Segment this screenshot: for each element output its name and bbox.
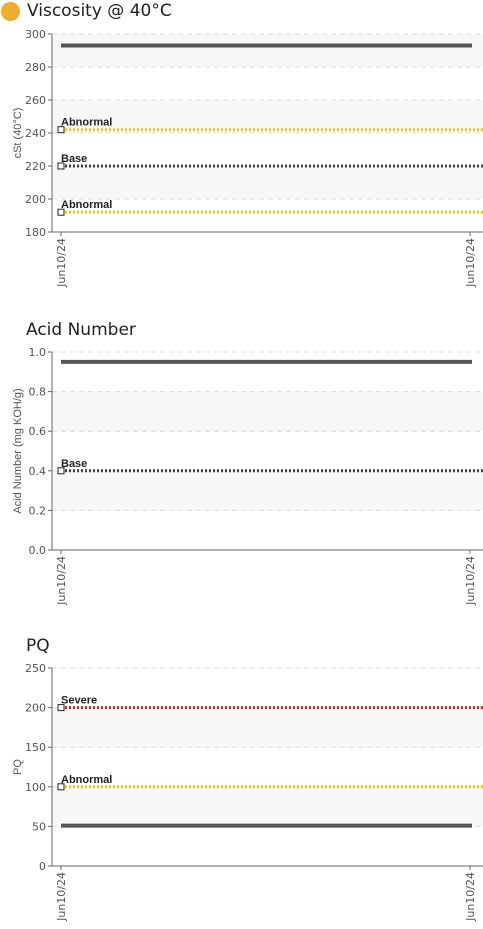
y-tick-label: 300 bbox=[25, 28, 46, 41]
chart-title: Acid Number bbox=[26, 320, 136, 340]
viscosity-chart: 180 200 220 240 260 280 300 cSt (40°C) Jun10/24 J… bbox=[12, 28, 483, 288]
x-tick-label: Jun10/24 bbox=[55, 238, 68, 288]
x-tick-label: Jun10/24 bbox=[464, 238, 477, 288]
x-tick-label: Jun10/24 bbox=[464, 872, 477, 922]
y-tick-label: 0.8 bbox=[29, 386, 47, 399]
reference-marker bbox=[57, 162, 65, 170]
reference-label: Abnormal bbox=[61, 774, 112, 786]
reference-label: Abnormal bbox=[61, 199, 112, 211]
reference-marker bbox=[57, 126, 65, 134]
reference-label: Abnormal bbox=[61, 117, 112, 129]
pq-panel: PQ bbox=[0, 634, 483, 929]
pq-chart: 0 50 100 150 200 250 PQ Jun10/24 Jun10/24 Severe A… bbox=[12, 662, 483, 922]
grid-band bbox=[52, 470, 483, 511]
x-tick-label: Jun10/24 bbox=[55, 872, 68, 922]
acid-number-chart: 0.0 0.2 0.4 0.6 0.8 1.0 Acid Number (mg KOH/g)… bbox=[12, 346, 483, 606]
reference-label: Severe bbox=[61, 695, 97, 707]
viscosity-panel: Viscosity @ 40°C bbox=[0, 0, 483, 300]
y-axis-label: cSt (40°C) bbox=[12, 108, 24, 159]
y-tick-label: 240 bbox=[25, 127, 46, 140]
y-tick-label: 180 bbox=[25, 226, 46, 239]
y-tick-label: 0 bbox=[39, 860, 46, 873]
reference-marker bbox=[57, 704, 65, 712]
grid-band bbox=[52, 34, 483, 67]
x-tick-label: Jun10/24 bbox=[55, 556, 68, 606]
y-tick-label: 1.0 bbox=[29, 346, 47, 359]
chart-title: Viscosity @ 40°C bbox=[27, 1, 172, 21]
grid-band bbox=[52, 391, 483, 432]
y-axis-label: Acid Number (mg KOH/g) bbox=[12, 388, 24, 513]
y-tick-label: 280 bbox=[25, 61, 46, 74]
y-tick-label: 220 bbox=[25, 160, 46, 173]
y-tick-label: 150 bbox=[25, 741, 46, 754]
grid-band bbox=[52, 100, 483, 133]
chart-title: PQ bbox=[26, 636, 50, 656]
series-dot-icon bbox=[1, 2, 20, 21]
reference-marker bbox=[57, 208, 65, 216]
y-tick-label: 250 bbox=[25, 662, 46, 675]
reference-label: Base bbox=[61, 458, 87, 470]
x-tick-label: Jun10/24 bbox=[464, 556, 477, 606]
y-tick-label: 0.2 bbox=[29, 504, 47, 517]
y-tick-label: 0.0 bbox=[29, 544, 47, 557]
y-tick-label: 100 bbox=[25, 781, 46, 794]
y-tick-label: 260 bbox=[25, 94, 46, 107]
y-tick-label: 0.6 bbox=[29, 425, 47, 438]
y-tick-label: 200 bbox=[25, 193, 46, 206]
y-tick-label: 200 bbox=[25, 702, 46, 715]
acid-number-panel: Acid Number bbox=[0, 318, 483, 618]
y-tick-label: 50 bbox=[32, 820, 46, 833]
y-axis-label: PQ bbox=[12, 759, 24, 775]
grid-band bbox=[52, 707, 483, 748]
reference-label: Base bbox=[61, 153, 87, 165]
y-tick-label: 0.4 bbox=[29, 465, 47, 478]
grid-band bbox=[52, 786, 483, 827]
grid-band bbox=[52, 166, 483, 199]
reference-marker bbox=[57, 467, 65, 475]
reference-marker bbox=[57, 783, 65, 791]
